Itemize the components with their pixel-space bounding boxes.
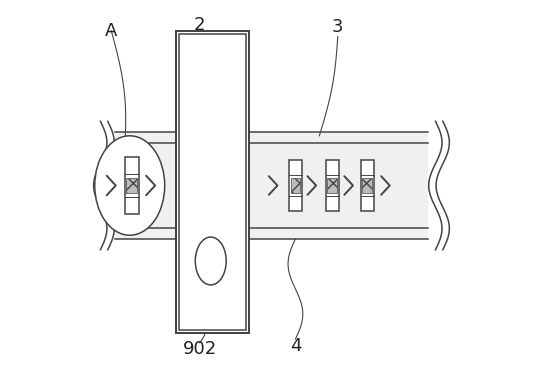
Bar	[291, 178, 300, 193]
Text: 4: 4	[289, 336, 301, 355]
Text: 3: 3	[332, 18, 344, 36]
Bar	[124, 157, 138, 214]
Text: 902: 902	[182, 340, 217, 358]
Bar	[326, 160, 338, 211]
Bar	[361, 160, 374, 211]
Bar	[327, 178, 337, 193]
Text: 2: 2	[194, 16, 205, 35]
Bar	[362, 178, 372, 193]
Text: A: A	[105, 22, 117, 40]
Ellipse shape	[94, 136, 165, 235]
Bar	[126, 177, 137, 194]
Bar	[176, 31, 249, 333]
Ellipse shape	[195, 237, 226, 285]
Bar	[115, 132, 428, 239]
Bar	[179, 34, 247, 330]
Bar	[289, 160, 302, 211]
